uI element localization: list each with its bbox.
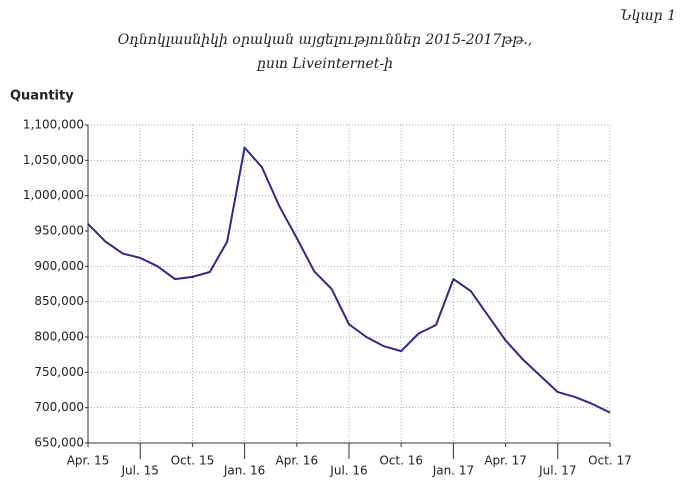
- y-tick-label: 950,000: [34, 224, 84, 238]
- y-axis-label: Quantity: [10, 89, 74, 104]
- y-tick-label: 650,000: [34, 436, 84, 450]
- x-tick-label: Jul. 15: [121, 464, 159, 478]
- x-tick-label: Jul. 17: [538, 464, 576, 478]
- data-line: [87, 146, 611, 414]
- y-tick-label: 850,000: [34, 294, 84, 308]
- x-tick-label: Oct. 16: [379, 454, 423, 468]
- x-tick-label: Apr. 15: [67, 454, 110, 468]
- y-tick-label: 750,000: [34, 365, 84, 379]
- y-tick-label: 1,000,000: [23, 188, 84, 202]
- y-tick-label: 800,000: [34, 330, 84, 344]
- x-tick-label: Oct. 15: [171, 454, 215, 468]
- x-tick-label: Apr. 17: [484, 454, 527, 468]
- x-tick-label: Oct. 17: [588, 454, 632, 468]
- x-tick-label: Apr. 16: [276, 454, 319, 468]
- figure-label: Նկար 1: [620, 8, 676, 24]
- y-tick-label: 1,100,000: [23, 118, 84, 132]
- y-tick-label: 1,050,000: [23, 153, 84, 167]
- x-tick-label: Jan. 17: [432, 464, 474, 478]
- x-tick-label: Jan. 16: [223, 464, 265, 478]
- y-tick-label: 700,000: [34, 400, 84, 414]
- chart-title: Օդնոկլասնիկի օրական այցելություններ 2015…: [118, 32, 533, 48]
- x-tick-label: Jul. 16: [329, 464, 367, 478]
- chart-subtitle: ըստ Liveinternet-ի: [256, 56, 393, 72]
- y-tick-label: 900,000: [34, 259, 84, 273]
